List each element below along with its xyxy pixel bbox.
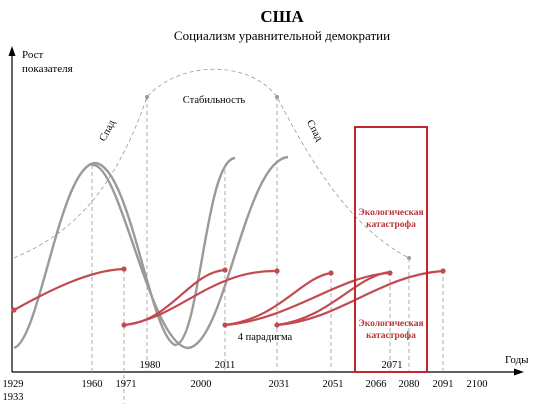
eco-catastrophe-bottom-line2: катастрофа: [366, 330, 416, 341]
tick-2100: 2100: [467, 379, 488, 390]
eco-catastrophe-top-line1: Экологическая: [358, 208, 423, 218]
phase-label-stability: Стабильность: [183, 95, 246, 106]
point-2031-bottom: [274, 322, 280, 328]
tick-1960: 1960: [82, 379, 103, 390]
y-axis-label-line2: показателя: [22, 63, 73, 75]
arc-point-2080: [407, 256, 411, 260]
tick-2080: 2080: [399, 379, 420, 390]
tick-1933: 1933: [3, 392, 24, 403]
eco-catastrophe-frame: [354, 126, 428, 373]
grey-cycle-curves: [13, 155, 289, 350]
point-1971-bottom: [121, 322, 127, 328]
x-axis-ticks: 1929 1933 1960 1971 2000 2031 2051 2066 …: [3, 379, 488, 403]
point-2031-top: [274, 268, 280, 274]
tick-1971: 1971: [116, 379, 137, 390]
red-curve-4: [224, 271, 332, 327]
point-2011-bottom: [222, 322, 228, 328]
point-2051: [328, 270, 334, 276]
axes: [8, 46, 524, 376]
arc-point-2031: [275, 95, 279, 99]
year-label-2071: 2071: [382, 360, 403, 371]
x-axis-label: Годы: [505, 354, 529, 366]
eco-catastrophe-bottom-line1: Экологическая: [358, 319, 423, 329]
diagram-title: США: [260, 7, 304, 26]
grey-curve-1: [13, 156, 236, 350]
year-label-1980: 1980: [140, 360, 161, 371]
tick-2031: 2031: [269, 379, 290, 390]
red-curve-5: [224, 271, 391, 327]
tick-2066: 2066: [366, 379, 387, 390]
y-axis-arrow: [8, 46, 16, 56]
phase-label-decline-left: Спад: [98, 118, 119, 144]
red-curve-6: [276, 270, 391, 327]
eco-catastrophe-top-line2: катастрофа: [366, 219, 416, 230]
arc-point-1980: [145, 95, 149, 99]
x-axis-arrow: [514, 368, 524, 376]
diagram-subtitle: Социализм уравнительной демократии: [174, 28, 390, 43]
grey-curve-2: [91, 155, 289, 350]
point-2011-top: [222, 267, 228, 273]
red-curve-3: [123, 269, 278, 327]
year-guide-lines: [91, 97, 444, 404]
paradigm-label: 4 парадигма: [238, 332, 293, 343]
year-label-2011: 2011: [215, 360, 236, 371]
red-curve-points: [11, 266, 446, 328]
red-logistic-curves: [13, 267, 444, 327]
y-axis-label-line1: Рост: [22, 49, 44, 61]
red-curve-1: [13, 267, 125, 311]
tick-2091: 2091: [433, 379, 454, 390]
tick-1929: 1929: [3, 379, 24, 390]
point-start-1929: [11, 307, 17, 313]
tick-2051: 2051: [323, 379, 344, 390]
red-curve-7: [276, 269, 444, 327]
long-cycle-arc: [13, 69, 410, 259]
tick-2000: 2000: [191, 379, 212, 390]
point-2071: [387, 270, 393, 276]
phase-label-decline-right: Спад: [304, 118, 325, 144]
red-curve-2: [123, 268, 226, 327]
point-1971-top: [121, 266, 127, 272]
point-2091: [440, 268, 446, 274]
